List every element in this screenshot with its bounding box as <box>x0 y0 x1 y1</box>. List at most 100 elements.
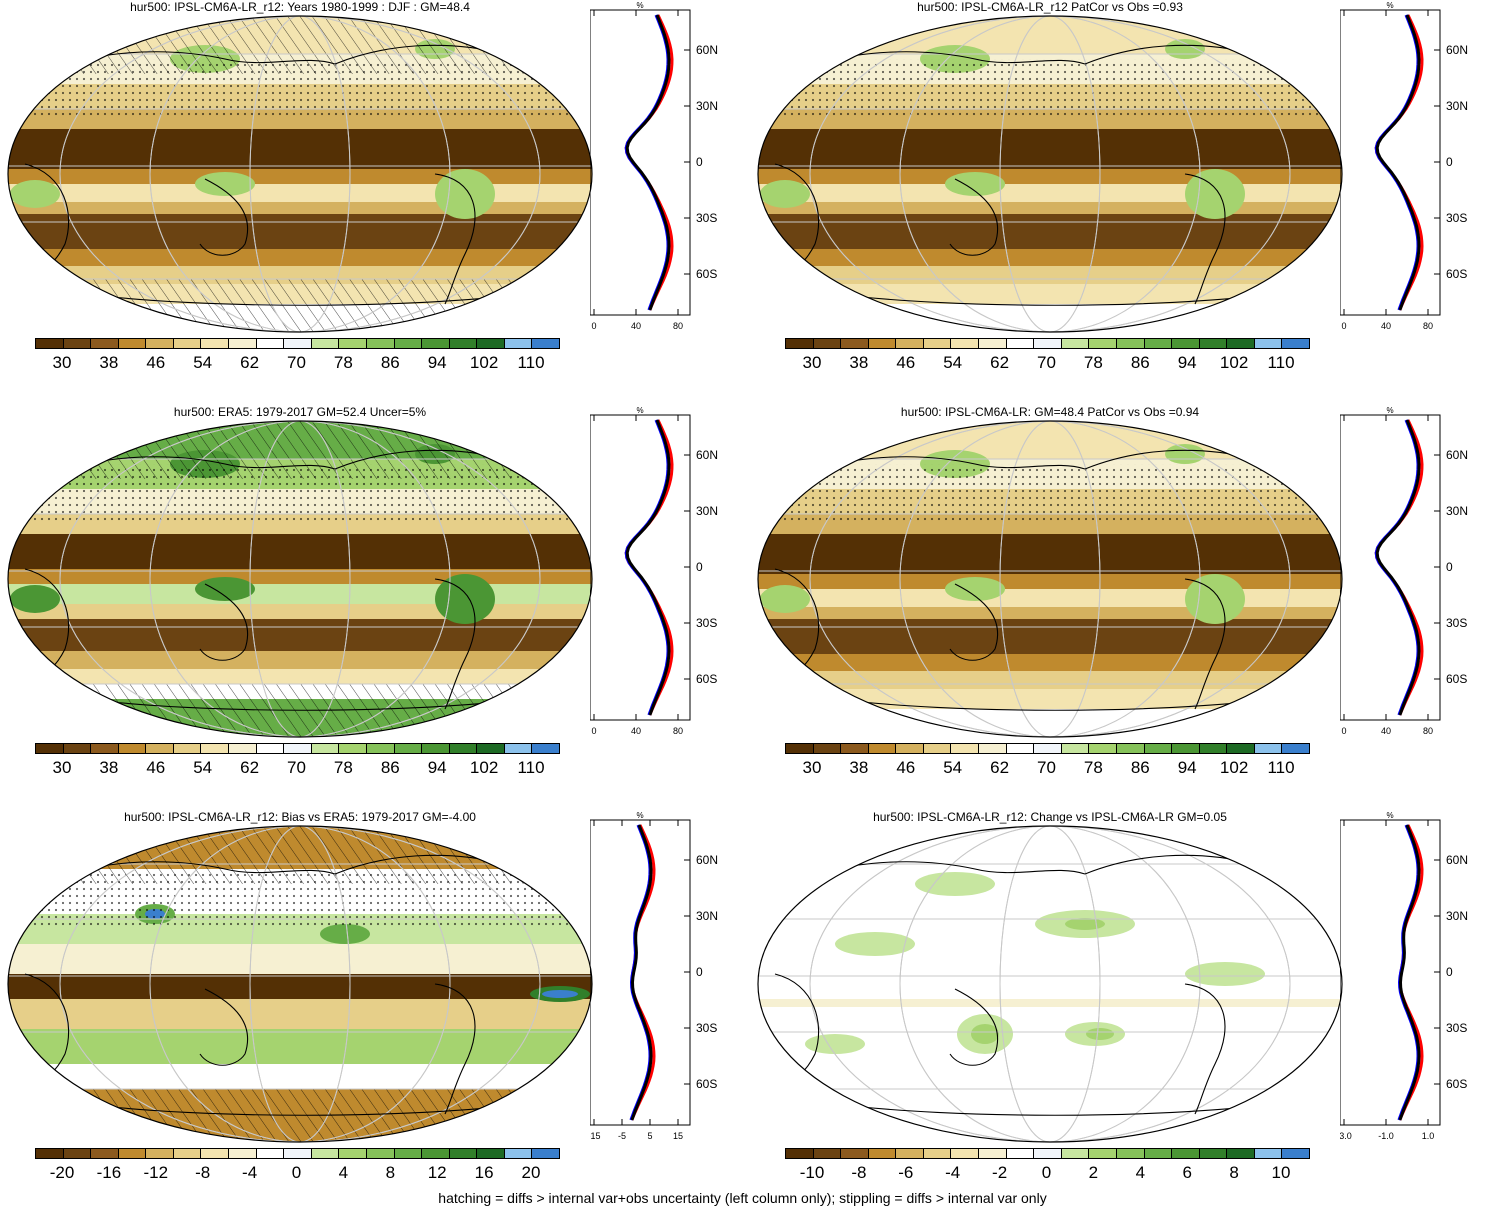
colorbar-label: 54 <box>193 353 213 372</box>
zonal-mean-plot: 0 40 80% 60N 30N 0 30S 60S <box>590 1 718 331</box>
colorbar-label: 46 <box>146 353 166 372</box>
zonal-mean-plot: 0 40 80% 60N 30N 0 30S 60S <box>1340 1 1468 331</box>
colorbar-swatch <box>1282 744 1309 753</box>
colorbar-swatch <box>1061 339 1090 348</box>
world-map <box>7 825 593 1143</box>
zonal-profile-line <box>1398 824 1421 1121</box>
colorbar-label: 78 <box>1083 353 1103 372</box>
colorbar-label: 6 <box>1182 1163 1192 1182</box>
colorbar-swatch <box>118 744 147 753</box>
zonal-y-tick: 60S <box>1446 672 1467 686</box>
colorbar-swatch <box>422 339 450 348</box>
colorbar-label: 86 <box>1130 353 1150 372</box>
zonal-x-tick: 0 <box>1341 321 1346 331</box>
colorbar-swatch <box>1061 1149 1090 1158</box>
zonal-y-tick: 30S <box>696 1021 717 1035</box>
colorbar-swatch <box>504 1149 533 1158</box>
colorbar-swatch <box>923 1149 952 1158</box>
zonal-y-tick: 30S <box>1446 1021 1467 1035</box>
colorbar-swatch <box>532 1149 559 1158</box>
zonal-y-tick: 30N <box>696 504 718 518</box>
colorbar-swatch <box>201 744 230 753</box>
zonal-x-tick: 5 <box>647 1131 652 1141</box>
colorbar-swatch <box>1061 744 1090 753</box>
colorbar-swatch <box>896 744 924 753</box>
colorbar-label: -4 <box>242 1163 258 1182</box>
zonal-y-tick: 60S <box>696 1077 717 1091</box>
zonal-x-tick: 80 <box>1423 321 1433 331</box>
colorbar-swatch <box>91 339 119 348</box>
zonal-mean-plot: -15 -5 5 15% 60N 30N 0 30S 60S <box>590 811 718 1141</box>
colorbar-swatch <box>173 744 202 753</box>
zonal-x-tick: 15 <box>673 1131 683 1141</box>
colorbar-label: 12 <box>427 1163 447 1182</box>
colorbar-label: 46 <box>896 758 916 777</box>
colorbar-swatch <box>1227 1149 1255 1158</box>
colorbar <box>35 338 560 349</box>
colorbar-label: 54 <box>943 353 963 372</box>
colorbar-label: -8 <box>851 1163 867 1182</box>
colorbar-swatch <box>394 339 423 348</box>
colorbar-label: 8 <box>1229 1163 1239 1182</box>
colorbar-labels: 30 38 46 54 62 70 78 86 94 102 110 <box>35 353 558 373</box>
colorbar-swatch <box>91 744 119 753</box>
colorbar-swatch <box>449 744 478 753</box>
colorbar-label: 30 <box>52 758 72 777</box>
zonal-profile-line <box>625 14 671 311</box>
zonal-mean-plot: -3.0 -1.0 1.0% 60N 30N 0 30S 60S <box>1340 811 1468 1141</box>
colorbar-swatch <box>979 1149 1007 1158</box>
zonal-y-tick: 60N <box>1446 853 1468 867</box>
colorbar-swatch <box>118 339 147 348</box>
colorbar-label: 102 <box>469 758 499 777</box>
zonal-profile-line <box>630 824 653 1121</box>
colorbar-label: 30 <box>802 758 822 777</box>
colorbar-swatch <box>366 1149 395 1158</box>
zonal-y-tick: 30N <box>1446 504 1468 518</box>
colorbar-labels: -10 -8 -6 -4 -2 0 2 4 6 8 10 <box>785 1163 1308 1183</box>
colorbar-label: 62 <box>240 353 260 372</box>
colorbar-swatch <box>256 1149 285 1158</box>
colorbar-swatch <box>339 744 367 753</box>
colorbar <box>785 743 1310 754</box>
colorbar-label: 62 <box>240 758 260 777</box>
zonal-y-tick: 60S <box>1446 1077 1467 1091</box>
colorbar-label: 46 <box>146 758 166 777</box>
colorbar-swatch <box>63 744 92 753</box>
colorbar-swatch <box>1172 1149 1200 1158</box>
map-title: hur500: ERA5: 1979-2017 GM=52.4 Uncer=5% <box>173 405 427 419</box>
map-panel-2: hur500: IPSL-CM6A-LR_r12 PatCor vs Obs =… <box>755 0 1485 390</box>
colorbar-label: 38 <box>99 758 119 777</box>
colorbar-swatch <box>951 744 980 753</box>
colorbar-swatch <box>896 1149 924 1158</box>
map-outline <box>757 420 1343 738</box>
map-title: hur500: IPSL-CM6A-LR_r12 PatCor vs Obs =… <box>917 0 1183 14</box>
zonal-x-tick: -1.0 <box>1378 1131 1394 1141</box>
zonal-x-tick: 40 <box>631 726 641 736</box>
colorbar-labels: 30 38 46 54 62 70 78 86 94 102 110 <box>785 353 1308 373</box>
colorbar-swatch <box>201 1149 230 1158</box>
colorbar-label: 70 <box>1037 758 1056 777</box>
colorbar-swatch <box>422 1149 450 1158</box>
colorbar-label: 0 <box>1041 1163 1052 1182</box>
colorbar-label: 54 <box>193 758 213 777</box>
map-panel-1: hur500: IPSL-CM6A-LR_r12: Years 1980-199… <box>5 0 735 390</box>
map-panel-3: hur500: ERA5: 1979-2017 GM=52.4 Uncer=5%… <box>5 405 735 795</box>
colorbar-label: 62 <box>990 353 1010 372</box>
zonal-y-tick: 60S <box>696 672 717 686</box>
colorbar-swatch <box>229 744 257 753</box>
zonal-profile-line <box>1375 419 1421 716</box>
colorbar-labels: 30 38 46 54 62 70 78 86 94 102 110 <box>35 758 558 778</box>
colorbar-label: 110 <box>1267 353 1295 372</box>
colorbar-label: 2 <box>1088 1163 1099 1182</box>
world-map <box>757 420 1343 738</box>
zonal-y-tick: 30N <box>696 99 718 113</box>
colorbar-swatch <box>284 1149 312 1158</box>
colorbar-swatch <box>394 744 423 753</box>
map-outline <box>757 15 1343 333</box>
colorbar-swatch <box>173 339 202 348</box>
zonal-y-tick: 0 <box>696 965 703 979</box>
colorbar-swatch <box>36 339 64 348</box>
map-panel-4: hur500: IPSL-CM6A-LR: GM=48.4 PatCor vs … <box>755 405 1485 795</box>
colorbar-swatch <box>63 339 92 348</box>
colorbar-swatch <box>284 744 312 753</box>
